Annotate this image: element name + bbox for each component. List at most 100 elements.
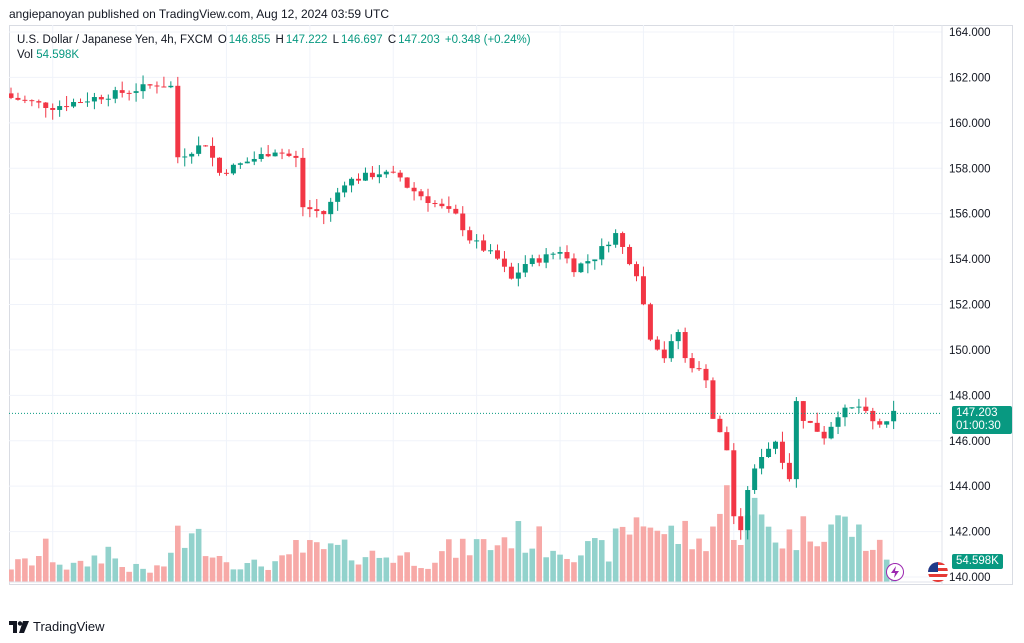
volume-bar [56,564,63,582]
candle-body [98,97,104,100]
candle-body [182,156,188,158]
candle-body [175,85,181,158]
volume-bar [863,550,869,582]
candle-body [91,97,97,102]
volume-bar [223,562,230,582]
candle-body [432,203,438,205]
volume-bar [703,551,709,582]
volume-bar [772,542,779,582]
candle-body [390,171,396,173]
candle-body [689,358,695,369]
candle-body [411,187,417,192]
volume-bar [466,555,473,582]
candle-body [821,431,827,439]
candle-body [640,276,646,305]
last-price-tag: 147.203 01:00:30 [952,406,1012,434]
volume-bar [147,572,153,582]
candlesticks [9,75,897,540]
volume-bar [63,569,70,582]
volume-bar [835,515,841,582]
volume-bar [446,539,452,582]
volume-bar [564,558,570,582]
price-tick-label: 152.000 [949,300,991,312]
open-label: O [217,34,227,46]
volume-bar [592,538,598,582]
candle-body [703,368,709,381]
candle-body [522,264,528,273]
high-value: 147.222 [285,34,328,46]
volume-bar [668,525,675,582]
candle-body [870,410,876,422]
volume-bar [91,555,98,582]
candle-body [335,192,341,202]
volume-bar [453,557,459,582]
price-tick-label: 162.000 [949,72,991,84]
candle-body [557,252,563,254]
candle-body [585,261,591,264]
last-price-value: 147.203 [956,407,998,419]
flash-icon[interactable] [886,563,904,581]
price-tick-label: 148.000 [949,390,991,402]
volume-bar [876,539,883,582]
candle-body [286,153,292,156]
candle-body [133,91,139,93]
candle-body [64,106,70,108]
candle-body [376,174,382,178]
volume-bar [36,556,42,582]
candle-body [237,163,243,165]
volume-bar [376,557,383,582]
candle-body [856,406,862,408]
volume-bar [619,526,626,582]
candle-body [439,203,445,207]
candle-body [84,101,90,103]
close-label: C [387,34,397,46]
candle-body [154,85,160,87]
price-tick-label: 154.000 [949,254,991,266]
volume-bar [870,549,876,582]
volume-bar [508,548,515,582]
candle-body [369,172,375,178]
volume-bar [272,561,278,582]
candle-body [383,171,389,175]
volume-bar [348,560,355,582]
volume-bar [828,524,834,582]
candle-body [814,422,820,432]
volume-bar [696,538,702,582]
chart-grid [9,25,942,582]
candle-body [738,516,744,531]
candle-body [43,102,49,108]
candle-body [884,421,890,425]
price-tick-label: 160.000 [949,118,991,130]
low-label: L [332,34,340,46]
volume-bar [175,525,181,582]
volume-bar [633,517,640,582]
publisher-line: angiepanoyan published on TradingView.co… [9,7,390,21]
candle-body [717,418,723,433]
candle-body [474,240,480,242]
candle-body [613,233,619,245]
candle-body [571,258,577,273]
volume-bar [779,548,786,582]
price-chart[interactable]: 164.000 162.000 160.000 158.000 156.000 154.0… [9,25,1013,585]
volume-bar [251,559,258,582]
candle-body [349,178,355,186]
volume-bar [397,555,403,582]
price-tick-label: 144.000 [949,481,991,493]
candle-body [230,164,236,174]
volume-bar [571,562,577,582]
volume-bar [216,555,223,582]
candle-body [842,407,848,418]
us-flag-icon[interactable] [928,562,948,582]
symbol-label: U.S. Dollar / Japanese Yen, 4h, FXCM [17,34,213,46]
candle-body [745,490,751,531]
volume-bar [543,557,549,582]
volume-bar [605,561,612,582]
volume-bar [105,546,112,582]
volume-bar [42,538,49,582]
volume-bar [195,528,202,582]
candle-body [467,230,473,241]
volume-bar [800,516,807,582]
candle-body [647,304,653,340]
volume-bar [286,554,292,582]
candle-body [620,233,626,247]
